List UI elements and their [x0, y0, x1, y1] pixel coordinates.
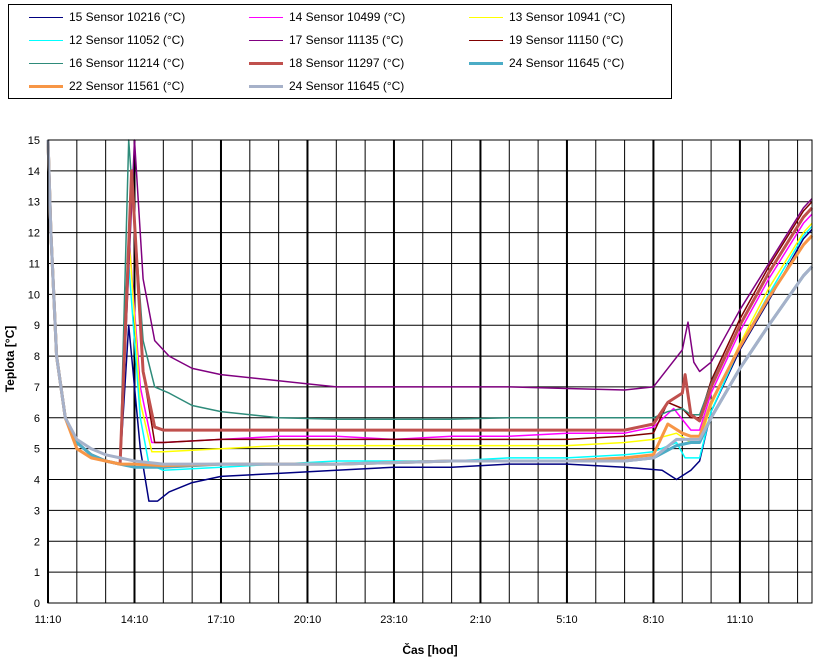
legend-item: 17 Sensor 11135 (°C): [249, 31, 403, 49]
legend-label: 18 Sensor 11297 (°C): [289, 56, 405, 70]
legend-swatch: [29, 16, 63, 18]
legend-label: 19 Sensor 11150 (°C): [509, 33, 624, 47]
legend-item: 24 Sensor 11645 (°C): [249, 77, 404, 95]
y-tick-label: 15: [28, 135, 40, 147]
legend-swatch: [29, 84, 63, 88]
legend-swatch: [249, 84, 283, 88]
legend-item: 15 Sensor 10216 (°C): [29, 8, 185, 26]
series-line-4: [47, 139, 813, 465]
legend-swatch: [469, 16, 503, 18]
y-tick-label: 6: [34, 413, 40, 425]
legend-label: 13 Sensor 10941 (°C): [509, 10, 626, 24]
legend-item: 19 Sensor 11150 (°C): [469, 31, 623, 49]
x-tick-label: 17:10: [207, 614, 235, 626]
legend-label: 14 Sensor 10499 (°C): [289, 10, 406, 24]
legend-label: 12 Sensor 11052 (°C): [69, 33, 185, 47]
y-tick-label: 8: [34, 351, 40, 363]
legend-swatch: [469, 61, 503, 65]
series-line-1: [47, 139, 813, 465]
y-tick-label: 10: [28, 289, 40, 301]
legend-label: 22 Sensor 11561 (°C): [69, 79, 185, 93]
legend-label: 24 Sensor 11645 (°C): [289, 79, 405, 93]
series-line-9: [46, 139, 814, 468]
x-tick-label: 2:10: [470, 614, 491, 626]
legend-swatch: [249, 39, 283, 41]
y-tick-label: 4: [34, 475, 40, 487]
legend-label: 17 Sensor 11135 (°C): [289, 33, 404, 47]
legend-swatch: [469, 39, 503, 41]
legend-swatch: [249, 16, 283, 18]
legend-item: 12 Sensor 11052 (°C): [29, 31, 184, 49]
x-tick-label: 11:10: [35, 614, 62, 626]
x-tick-label: 23:10: [380, 614, 408, 626]
chart-legend: 15 Sensor 10216 (°C) 14 Sensor 10499 (°C)…: [8, 4, 672, 99]
y-tick-label: 0: [34, 598, 40, 610]
y-tick-label: 13: [28, 197, 40, 209]
x-axis-label: Čas [hod]: [402, 643, 458, 657]
legend-item: 24 Sensor 11645 (°C): [469, 54, 624, 72]
series-line-7: [46, 139, 814, 466]
x-tick-labels: 11:10 14:10 17:10 20:10 23:10 2:10 5:10 8:10 11:…: [35, 614, 754, 626]
legend-swatch: [29, 62, 63, 64]
y-tick-label: 2: [34, 536, 40, 548]
grid-lines: [47, 139, 812, 604]
plot-frame: [47, 139, 813, 604]
x-tick-label: 11:10: [727, 614, 754, 626]
x-tick-label: 8:10: [643, 614, 664, 626]
series-lines: [46, 139, 814, 502]
x-tick-label: 14:10: [121, 614, 149, 626]
x-tick-label: 5:10: [556, 614, 577, 626]
legend-label: 15 Sensor 10216 (°C): [69, 10, 186, 24]
series-line-6: [47, 139, 813, 465]
legend-label: 24 Sensor 11645 (°C): [509, 56, 625, 70]
legend-item: 22 Sensor 11561 (°C): [29, 77, 184, 95]
legend-item: 16 Sensor 11214 (°C): [29, 54, 184, 72]
y-tick-label: 7: [34, 382, 40, 394]
axes: [47, 139, 813, 604]
y-tick-label: 9: [34, 320, 40, 332]
y-tick-label: 1: [34, 567, 40, 579]
y-tick-label: 12: [28, 228, 40, 240]
legend-item: 18 Sensor 11297 (°C): [249, 54, 404, 72]
legend-swatch: [29, 39, 63, 41]
y-axis-label: Teplota [°C]: [3, 325, 17, 393]
y-tick-label: 5: [34, 444, 40, 456]
legend-label: 16 Sensor 11214 (°C): [69, 56, 185, 70]
y-tick-label: 11: [29, 258, 40, 270]
x-tick-label: 20:10: [294, 614, 322, 626]
y-tick-label: 3: [34, 505, 40, 517]
legend-item: 14 Sensor 10499 (°C): [249, 8, 405, 26]
series-line-0: [47, 139, 813, 502]
series-line-2: [47, 139, 813, 465]
legend-item: 13 Sensor 10941 (°C): [469, 8, 625, 26]
series-line-10: [46, 139, 814, 466]
legend-swatch: [249, 61, 283, 65]
y-tick-label: 14: [28, 166, 40, 178]
series-line-5: [47, 139, 813, 465]
